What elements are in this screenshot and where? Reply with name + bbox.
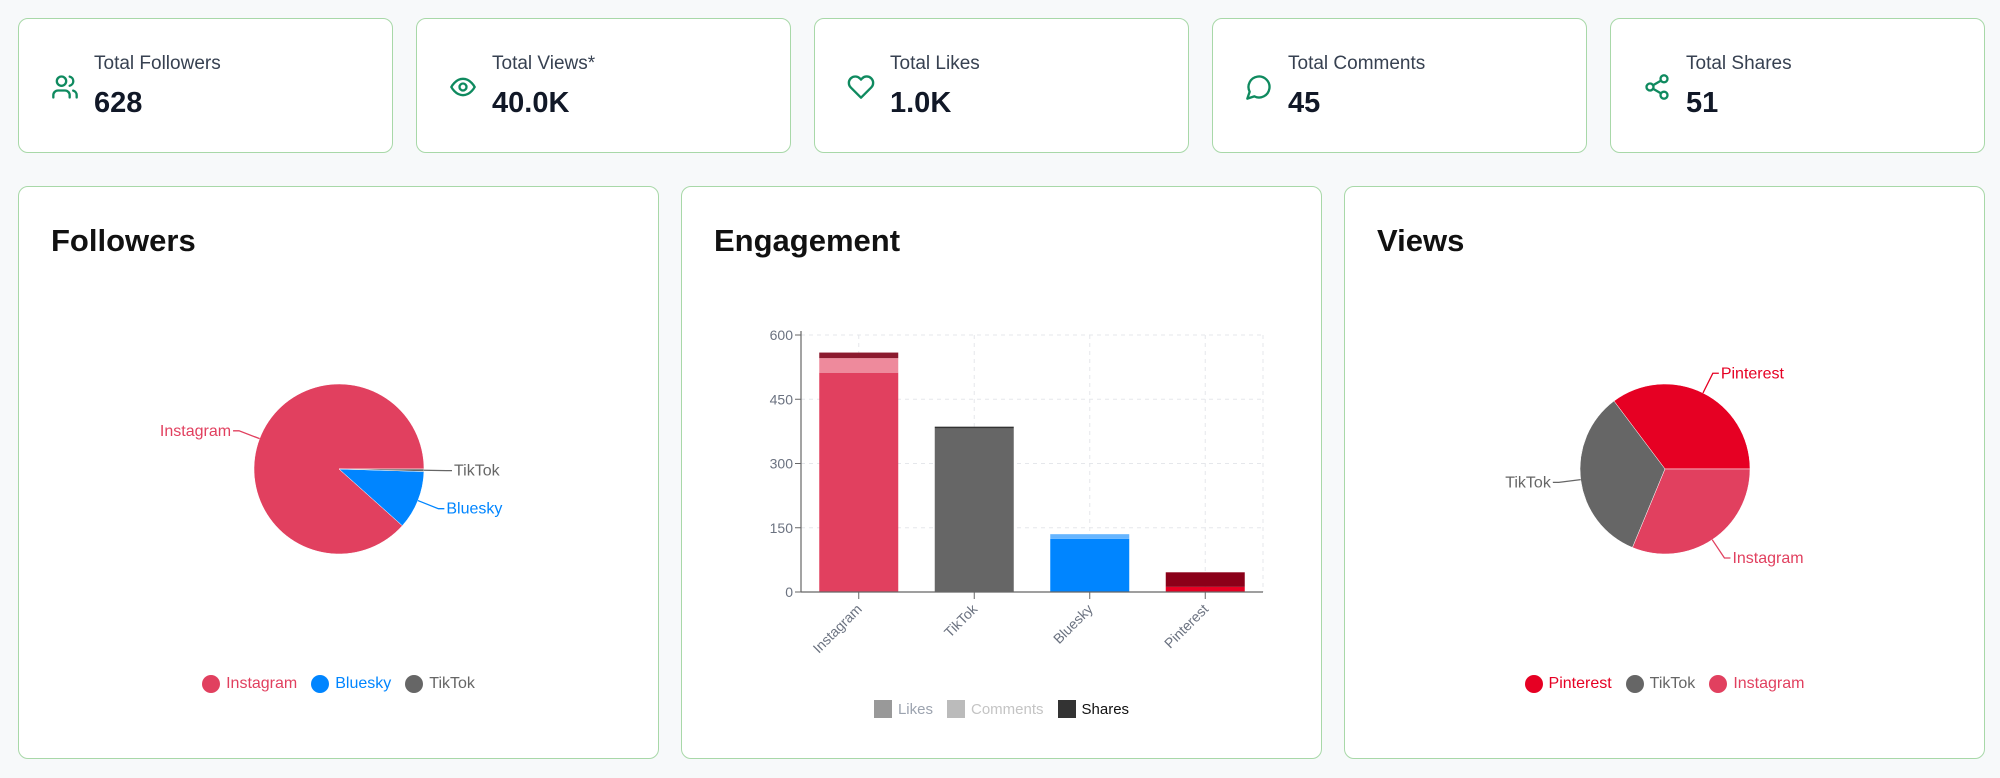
bar-instagram-shares[interactable] [819, 352, 899, 359]
pie-label-line [417, 499, 445, 510]
stat-card-comments: Total Comments 45 [1212, 18, 1587, 153]
legend-item-pinterest[interactable]: Pinterest [1524, 675, 1612, 693]
legend-item-shares[interactable]: Shares [1057, 700, 1130, 718]
legend-item-tiktok[interactable]: TikTok [405, 675, 475, 693]
legend-label: Bluesky [335, 675, 392, 692]
bar-bluesky-likes[interactable] [1050, 538, 1130, 592]
stat-label: Total Likes [890, 53, 980, 74]
share-icon [1645, 74, 1669, 100]
panel-title: Engagement [714, 223, 901, 258]
panel-title: Followers [51, 223, 196, 258]
stat-label: Total Views* [492, 53, 596, 74]
stat-card-followers: Total Followers 628 [18, 18, 393, 153]
legend-label: Likes [897, 700, 933, 718]
bar-instagram-comments[interactable] [819, 358, 899, 373]
followers-legend: Instagram Bluesky TikTok [19, 675, 658, 693]
y-tick-label: 600 [770, 327, 794, 343]
y-tick-label: 300 [770, 456, 794, 472]
legend-dot [1524, 675, 1543, 693]
message-circle-icon [1246, 75, 1271, 100]
pie-slice-pinterest[interactable] [1613, 383, 1751, 470]
legend-label: TikTok [1649, 675, 1696, 692]
stat-value: 628 [94, 87, 143, 119]
legend-swatch [946, 700, 965, 718]
legend-dot [405, 675, 424, 693]
legend-label: Instagram [1733, 675, 1805, 692]
views-panel: Views Pinterest TikTok Instagram Pinterest… [1344, 186, 1985, 759]
pie-label: TikTok [1505, 474, 1552, 491]
stat-card-likes: Total Likes 1.0K [814, 18, 1189, 153]
engagement-bar-chart: 0 150 300 450 600 Instagram TikTok Bluesky Pinte… [770, 327, 1264, 656]
stat-label: Total Shares [1686, 53, 1792, 74]
pie-label: Pinterest [1721, 365, 1785, 382]
engagement-legend: Likes Comments Shares [682, 700, 1321, 718]
stat-value: 45 [1288, 87, 1321, 119]
legend-dot [1625, 675, 1644, 693]
legend-label: TikTok [429, 675, 475, 692]
legend-item-instagram[interactable]: Instagram [1709, 675, 1804, 693]
legend-swatch [873, 700, 892, 718]
pie-label: Bluesky [446, 501, 502, 518]
bar-instagram-likes[interactable] [819, 372, 899, 592]
stat-value: 1.0K [890, 87, 952, 119]
legend-item-instagram[interactable]: Instagram [202, 675, 297, 693]
legend-dot [311, 675, 330, 693]
bar-tiktok-likes[interactable] [934, 428, 1014, 592]
pie-label-line [1702, 372, 1719, 394]
x-tick-label: Pinterest [1161, 601, 1211, 651]
bar-pinterest-likes[interactable] [1165, 586, 1245, 592]
pie-label-line [1552, 479, 1581, 484]
bar-bluesky-comments[interactable] [1050, 534, 1130, 539]
legend-item-tiktok[interactable]: TikTok [1625, 675, 1696, 693]
pie-label-line [1711, 539, 1731, 559]
stat-value: 40.0K [492, 87, 570, 119]
stat-label: Total Followers [94, 53, 221, 74]
followers-panel: Followers Instagram Bluesky TikTok Instagr… [18, 186, 659, 759]
legend-label: Instagram [226, 675, 298, 692]
stat-card-views: Total Views* 40.0K [416, 18, 791, 153]
legend-label: Comments [970, 700, 1044, 718]
y-tick-label: 150 [770, 520, 794, 536]
pie-label-line [233, 430, 260, 440]
pie-label: Instagram [160, 423, 231, 440]
x-tick-label: Bluesky [1050, 601, 1096, 647]
followers-pie-chart: Instagram Bluesky TikTok [160, 383, 502, 555]
y-tick-label: 450 [770, 391, 794, 407]
stat-card-shares: Total Shares 51 [1610, 18, 1985, 153]
stat-label: Total Comments [1288, 53, 1426, 74]
users-icon [52, 75, 78, 99]
legend-label: Pinterest [1548, 675, 1612, 692]
legend-label: Shares [1081, 700, 1130, 718]
bar-tiktok-shares[interactable] [934, 426, 1014, 429]
bar-pinterest-shares[interactable] [1165, 572, 1245, 587]
legend-item-comments[interactable]: Comments [946, 700, 1044, 718]
pie-label: Instagram [1732, 550, 1803, 567]
legend-dot [202, 675, 221, 693]
stat-value: 51 [1686, 87, 1719, 119]
panel-title: Views [1377, 223, 1465, 258]
views-pie-chart: Pinterest TikTok Instagram [1505, 365, 1803, 567]
y-tick-label: 0 [785, 584, 793, 600]
legend-item-likes[interactable]: Likes [873, 700, 933, 718]
legend-swatch [1057, 700, 1076, 718]
eye-icon [450, 77, 476, 97]
views-legend: Pinterest TikTok Instagram [1345, 675, 1984, 693]
heart-icon [847, 75, 875, 99]
x-tick-label: TikTok [941, 600, 981, 640]
pie-label: TikTok [454, 463, 501, 480]
engagement-panel: Engagement 0 150 300 450 600 Instagram TikTok B… [681, 186, 1322, 759]
legend-item-bluesky[interactable]: Bluesky [311, 675, 391, 693]
legend-dot [1709, 675, 1728, 693]
x-tick-label: Instagram [810, 601, 865, 656]
